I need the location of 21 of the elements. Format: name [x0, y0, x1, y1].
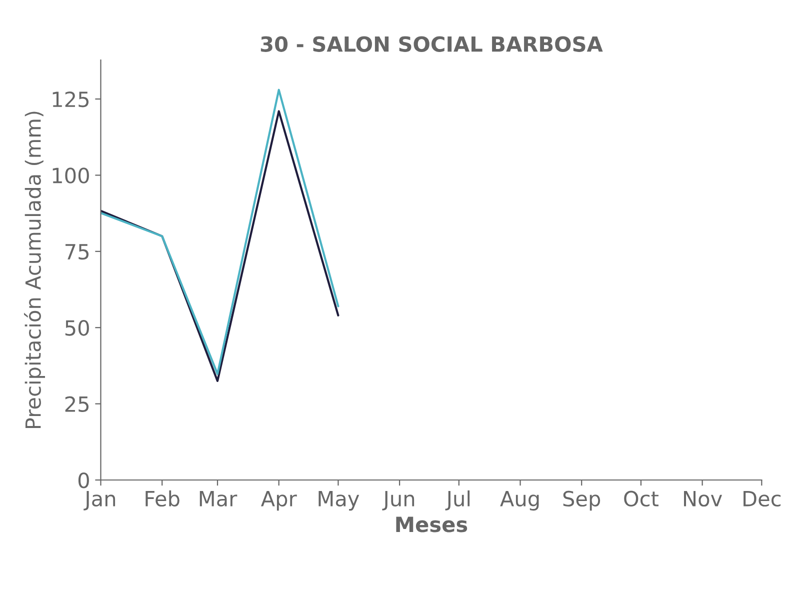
- y-tick-label: 75: [66, 244, 89, 260]
- x-tick-label: Aug: [500, 491, 539, 511]
- chart-title: 30 - SALON SOCIAL BARBOSA: [260, 36, 603, 52]
- x-tick-label: Jul: [445, 490, 470, 510]
- y-axis-title: Precipitación Acumulada (mm): [24, 112, 46, 428]
- x-tick-label: Apr: [260, 491, 297, 511]
- x-tick-label: Jun: [382, 491, 414, 510]
- x-tick-label: Feb: [146, 490, 180, 507]
- x-tick-label: Mar: [200, 491, 238, 507]
- x-tick-label: Jan: [84, 491, 116, 510]
- y-tick-label: 100: [52, 168, 89, 184]
- x-tick-label: Nov: [684, 491, 722, 507]
- y-tick-label: 25: [65, 396, 89, 412]
- x-tick-label: Sep: [563, 490, 600, 511]
- y-tick-label: 125: [52, 91, 89, 108]
- x-axis-title: Meses: [396, 516, 468, 532]
- x-tick-label: May: [318, 491, 360, 511]
- x-tick-label: Oct: [624, 490, 658, 507]
- y-tick-label: 50: [65, 320, 89, 336]
- y-tick-label: 0: [78, 472, 89, 488]
- x-tick-label: Dec: [744, 491, 781, 507]
